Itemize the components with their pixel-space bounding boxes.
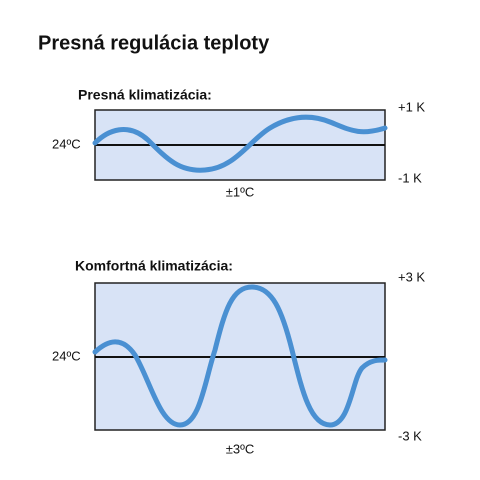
- title: Presná regulácia teploty: [38, 32, 270, 54]
- bottom-label: -3 K: [398, 428, 422, 443]
- panel-comfort: Komfortná klimatizácia: 24ºC +3 K -3 K ±…: [52, 258, 425, 457]
- range-label: ±1ºC: [226, 184, 255, 199]
- top-label: +3 K: [398, 269, 425, 284]
- panel-label: Presná klimatizácia:: [78, 87, 212, 103]
- center-label: 24ºC: [52, 136, 81, 151]
- top-label: +1 K: [398, 99, 425, 114]
- temperature-wave: [92, 284, 388, 428]
- temperature-wave: [92, 114, 388, 173]
- bottom-label: -1 K: [398, 170, 422, 185]
- center-label: 24ºC: [52, 348, 81, 363]
- range-label: ±3ºC: [226, 441, 255, 456]
- panel-label: Komfortná klimatizácia:: [75, 258, 233, 274]
- panel-precise: Presná klimatizácia: 24ºC +1 K -1 K ±1ºC: [52, 87, 425, 200]
